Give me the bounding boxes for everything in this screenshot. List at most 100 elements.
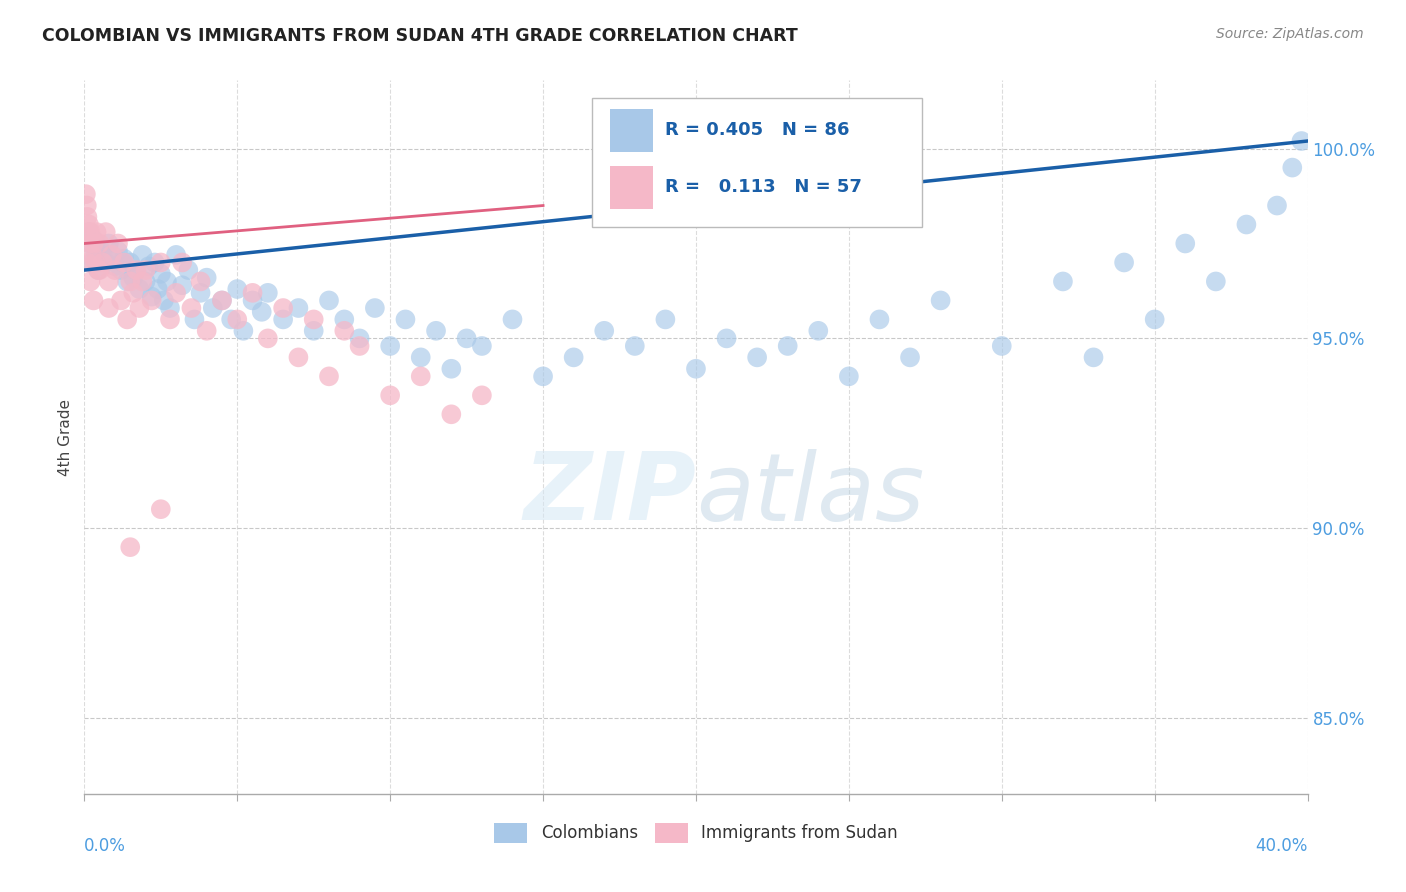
Point [111, 255, 134, 269]
Point [1291, 134, 1313, 148]
Point [1265, 198, 1288, 212]
Point [91, 255, 114, 269]
Point [97, 301, 120, 315]
Point [77, 225, 100, 239]
Point [120, 255, 142, 269]
Point [302, 324, 325, 338]
Text: atlas: atlas [696, 449, 924, 540]
Point [138, 260, 160, 274]
Point [257, 331, 280, 345]
Point [79, 236, 101, 251]
Point [120, 540, 142, 554]
Point [94, 225, 117, 239]
Point [180, 301, 202, 315]
Point [122, 270, 145, 285]
Point [131, 248, 153, 262]
Point [165, 285, 187, 300]
Point [838, 369, 860, 384]
Point [101, 248, 124, 262]
Point [135, 263, 157, 277]
Text: COLOMBIAN VS IMMIGRANTS FROM SUDAN 4TH GRADE CORRELATION CHART: COLOMBIAN VS IMMIGRANTS FROM SUDAN 4TH G… [42, 27, 799, 45]
Point [79, 225, 101, 239]
Point [211, 293, 233, 308]
Point [333, 324, 356, 338]
Point [156, 275, 179, 289]
Point [128, 282, 150, 296]
Point [110, 293, 132, 308]
Point [685, 361, 707, 376]
Point [149, 255, 172, 269]
Point [84, 255, 107, 269]
Point [271, 301, 294, 315]
Point [128, 301, 150, 315]
Point [190, 285, 212, 300]
Point [232, 324, 254, 338]
Point [1281, 161, 1303, 175]
Text: R = 0.405   N = 86: R = 0.405 N = 86 [665, 121, 849, 139]
Point [110, 263, 132, 277]
Point [122, 285, 145, 300]
Point [242, 293, 264, 308]
Text: 40.0%: 40.0% [1256, 837, 1308, 855]
Point [219, 312, 242, 326]
Text: 0.0%: 0.0% [84, 837, 127, 855]
Point [287, 301, 309, 315]
Point [195, 324, 218, 338]
Point [425, 324, 447, 338]
Point [471, 339, 494, 353]
Point [77, 225, 100, 239]
Point [1143, 312, 1166, 326]
Point [380, 339, 402, 353]
Point [190, 275, 212, 289]
Point [107, 236, 129, 251]
Point [211, 293, 233, 308]
Point [87, 263, 110, 277]
Point [177, 263, 200, 277]
Point [84, 244, 107, 258]
Point [146, 282, 169, 296]
Point [83, 236, 105, 251]
Point [807, 324, 830, 338]
Point [409, 369, 432, 384]
Point [125, 263, 148, 277]
Point [107, 244, 129, 258]
Point [593, 324, 616, 338]
Point [115, 275, 138, 289]
Point [131, 275, 153, 289]
Point [76, 210, 98, 224]
Point [1205, 275, 1227, 289]
Point [141, 290, 163, 304]
Point [1052, 275, 1074, 289]
Point [149, 502, 172, 516]
Point [97, 275, 120, 289]
Point [302, 312, 325, 326]
Point [394, 312, 416, 326]
Point [531, 369, 554, 384]
Point [143, 255, 166, 269]
Point [159, 301, 181, 315]
Point [183, 312, 205, 326]
Point [1083, 351, 1105, 365]
Point [318, 369, 340, 384]
Point [149, 267, 172, 281]
Point [257, 285, 280, 300]
Point [86, 255, 108, 269]
Point [94, 255, 117, 269]
Point [91, 248, 114, 262]
Point [125, 263, 148, 277]
Point [80, 255, 103, 269]
Point [562, 351, 585, 365]
Point [112, 252, 135, 266]
Point [318, 293, 340, 308]
Point [747, 351, 769, 365]
Point [776, 339, 799, 353]
Point [79, 275, 101, 289]
Point [409, 351, 432, 365]
Point [349, 331, 371, 345]
Point [75, 187, 97, 202]
Point [716, 331, 738, 345]
Point [1236, 218, 1258, 232]
Point [89, 263, 111, 277]
Point [624, 339, 647, 353]
Point [141, 293, 163, 308]
